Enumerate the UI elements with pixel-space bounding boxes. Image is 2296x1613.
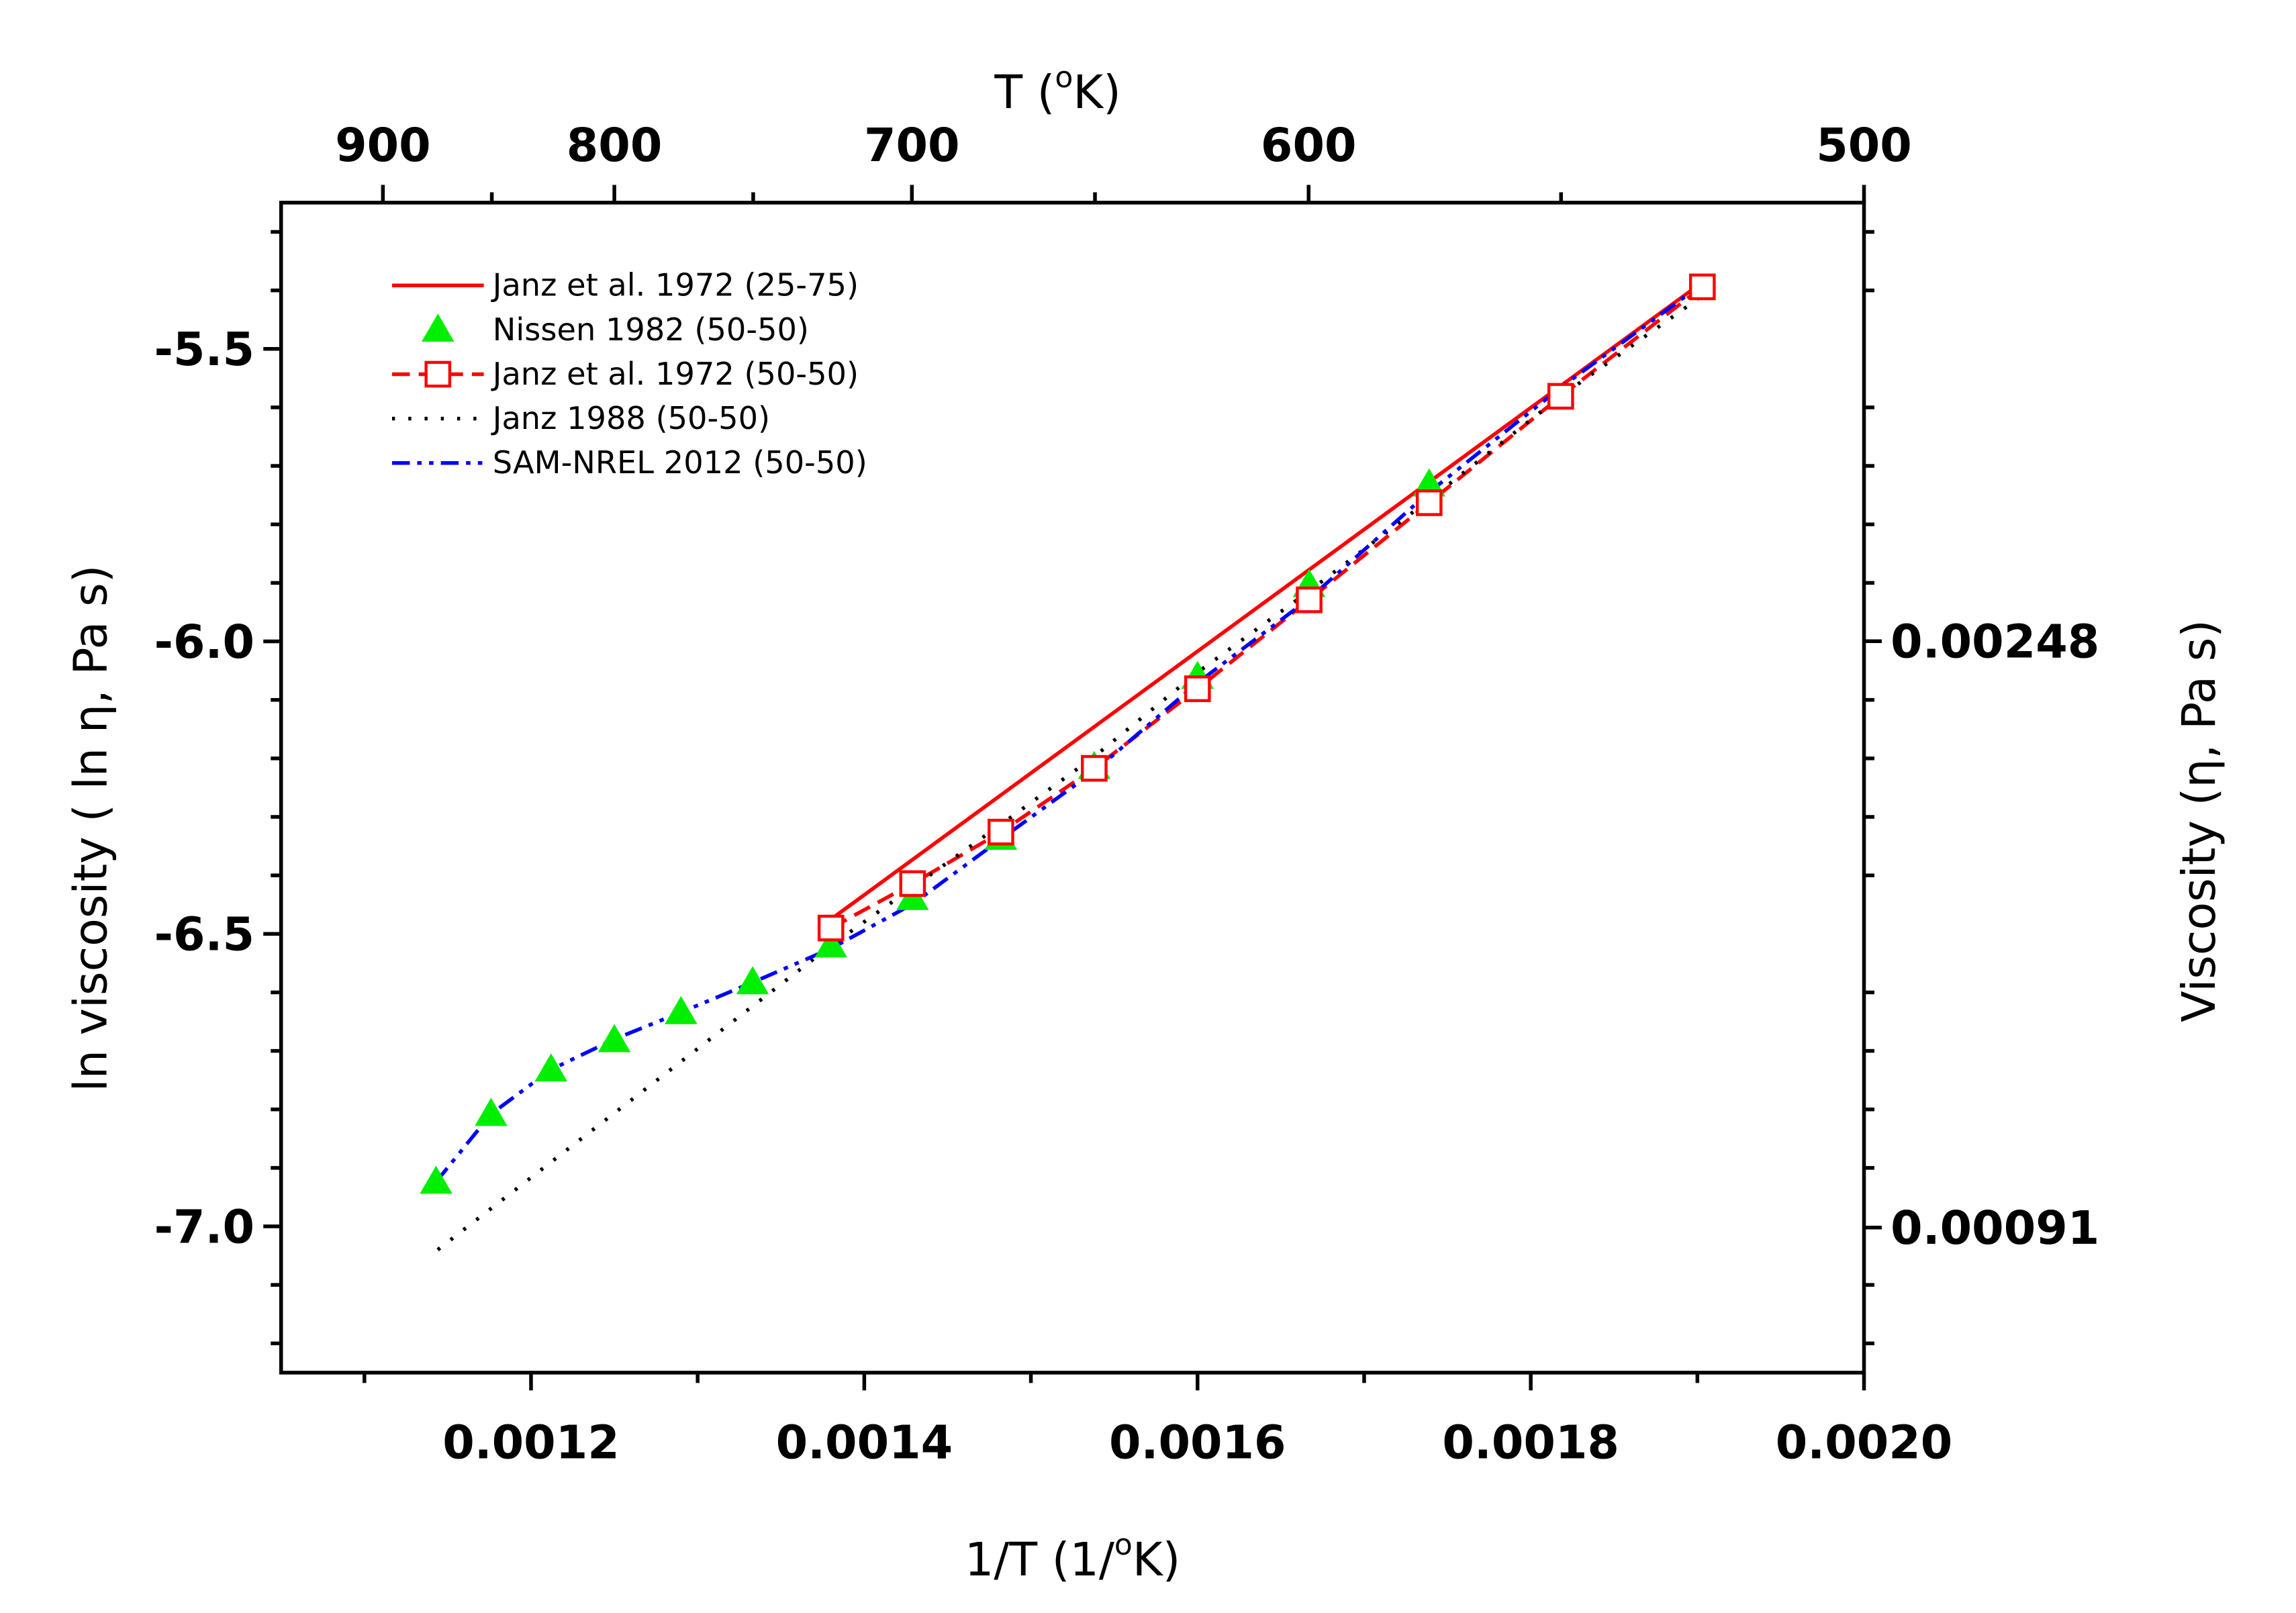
y2-tick-label: 0.00091: [1891, 1202, 2099, 1255]
legend-label: Nissen 1982 (50-50): [493, 311, 809, 348]
square-marker: [1688, 273, 1716, 301]
legend-label: Janz 1988 (50-50): [491, 400, 770, 436]
square-marker: [899, 870, 926, 897]
x-label-part: K): [1133, 1534, 1180, 1587]
legend-label: SAM-NREL 2012 (50-50): [493, 444, 867, 481]
y-tick-label: -6.0: [154, 616, 254, 669]
x2-tick-label: 800: [567, 119, 663, 173]
series-line: [434, 282, 1704, 1183]
plot-frame: [279, 201, 1866, 1375]
triangle-marker: [597, 1024, 631, 1053]
triangle-marker: [736, 966, 769, 995]
x-tick-label: 0.0014: [776, 1417, 953, 1470]
legend-label: Janz et al. 1972 (25-75): [491, 267, 859, 303]
x-label-part: 1/T (1/: [965, 1534, 1115, 1587]
square-marker: [1081, 754, 1108, 782]
triangle-marker: [814, 929, 847, 958]
legend-marker: [422, 313, 455, 342]
x-tick-label: 0.0020: [1776, 1417, 1953, 1470]
x2-tick-label: 900: [335, 119, 431, 173]
y2-tick-label: 0.00248: [1891, 616, 2099, 669]
y-tick-label: -6.5: [154, 909, 254, 962]
triangle-marker: [665, 995, 698, 1024]
triangle-marker: [420, 1165, 452, 1194]
x2-tick-label: 500: [1816, 119, 1912, 173]
x-tick-label: 0.0018: [1442, 1417, 1619, 1470]
triangle-marker: [475, 1097, 508, 1126]
x2-tick-label: 600: [1261, 119, 1357, 173]
square-marker: [988, 818, 1014, 846]
x2-axis-label: T (oK): [994, 60, 1120, 119]
legend-marker: [424, 360, 452, 388]
triangle-marker: [534, 1053, 568, 1082]
x-label-sup: o: [1114, 1528, 1133, 1562]
y-tick-label: -5.5: [154, 324, 254, 377]
square-marker: [1547, 383, 1574, 410]
x-tick-label: 0.0012: [442, 1417, 620, 1470]
series-line: [436, 294, 1704, 1252]
triangle-marker: [1413, 468, 1445, 497]
square-marker: [1184, 675, 1211, 702]
y2-axis-label: Viscosity (η, Pa s): [2173, 620, 2226, 1022]
y-tick-label: -7.0: [154, 1201, 254, 1254]
x2-label-sup: o: [1055, 60, 1073, 95]
square-marker: [817, 914, 845, 942]
y-axis-label: ln viscosity ( ln η, Pa s): [65, 565, 118, 1092]
square-marker: [1415, 489, 1443, 516]
x2-tick-label: 700: [864, 119, 960, 173]
x-axis-label: 1/T (1/oK): [965, 1528, 1180, 1587]
legend-label: Janz et al. 1972 (50-50): [491, 356, 859, 392]
x-tick-label: 0.0016: [1109, 1417, 1286, 1470]
square-marker: [1296, 586, 1323, 614]
x2-label-part: T (: [994, 66, 1055, 119]
x2-label-part: K): [1073, 66, 1120, 119]
